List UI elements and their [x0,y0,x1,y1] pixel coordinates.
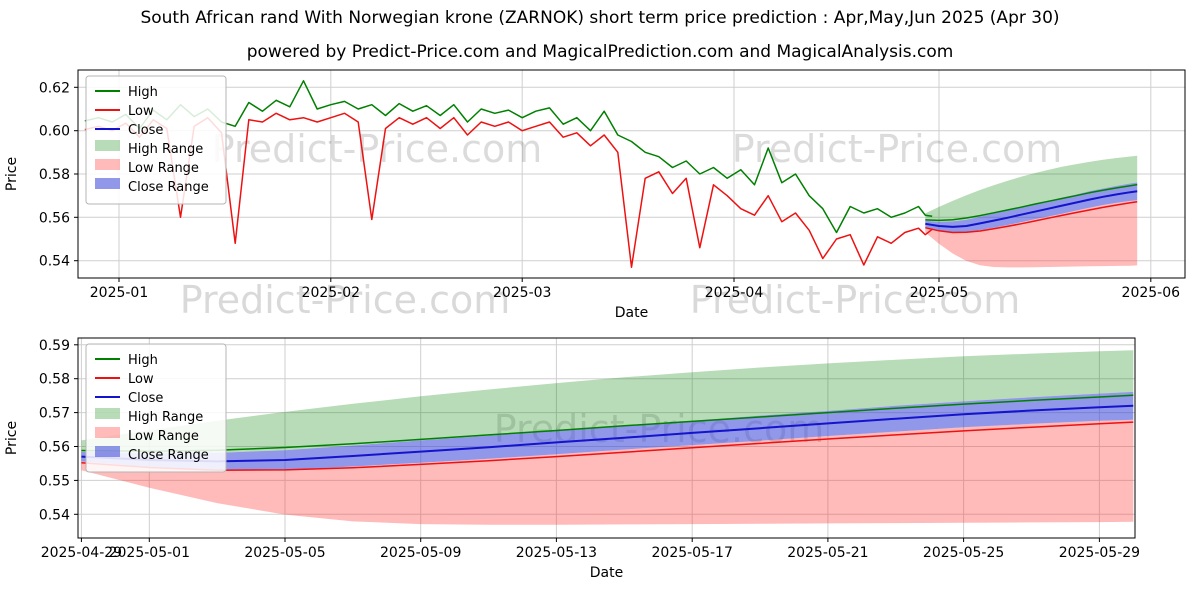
y-tick-label: 0.56 [39,440,70,456]
y-axis-label: Price [4,421,20,455]
chart-subtitle: powered by Predict-Price.com and Magical… [246,42,954,62]
legend-swatch-3 [95,140,120,151]
legend-label: Low [128,104,154,119]
y-tick-label: 0.55 [39,473,70,489]
low-range-band [925,200,1138,268]
low-range-band [81,419,1134,525]
x-tick-label: 2025-05 [910,285,969,301]
y-tick-label: 0.59 [39,338,70,354]
legend-label: High [128,353,158,368]
plot-border [77,337,1136,539]
high-forecast-line [81,394,1134,452]
y-tick-label: 0.54 [39,254,70,270]
x-tick-label: 2025-02 [302,285,361,301]
low-forecast-line [81,421,1134,471]
low-line [84,112,933,268]
price-history-chart: Predict-Price.com Predict-Price.com 0.54 0.… [4,69,1186,321]
close-range-band [925,182,1138,233]
high-range-band [81,350,1134,454]
y-tick-label: 0.58 [39,167,70,183]
forecast-chart: Predict-Price.com0.540.550.560.570.580.5… [4,337,1140,581]
legend-swatch-5 [95,446,120,457]
close-forecast-line [81,404,1134,463]
x-tick-label: 2025-05-13 [516,545,597,561]
high-line [84,80,933,234]
x-tick-label: 2025-05-29 [1059,545,1140,561]
x-axis-label: Date [590,565,623,581]
legend-swatch-5 [95,178,120,189]
y-axis-label: Price [4,157,20,191]
legend-label: High Range [128,410,203,425]
high-range-band [925,155,1138,222]
legend-label: High [128,85,158,100]
x-tick-label: 2025-05-01 [109,545,190,561]
legend-box [85,343,227,473]
y-tick-label: 0.57 [39,406,70,422]
close-forecast-line [925,190,1138,228]
legend: High Low Close High Range Low Range Close Ran… [85,343,227,473]
y-tick-label: 0.56 [39,210,70,226]
legend-swatch-4 [95,159,120,170]
chart-title: South African rand With Norwegian krone … [140,8,1060,28]
x-tick-label: 2025-04-29 [41,545,122,561]
y-tick-label: 0.58 [39,372,70,388]
legend-label: Close [128,391,163,406]
x-tick-label: 2025-05-25 [923,545,1004,561]
legend-label: Close Range [128,180,209,195]
high-forecast-line [925,183,1138,222]
x-tick-label: 2025-04 [705,285,764,301]
legend-box [85,75,227,205]
legend-swatch-3 [95,408,120,419]
x-tick-label: 2025-05-09 [380,545,461,561]
close-range-band [81,391,1134,470]
y-tick-label: 0.60 [39,124,70,140]
legend-label: Close Range [128,448,209,463]
legend: High Low Close High Range Low Range Close Ran… [85,75,227,205]
x-tick-label: 2025-05-21 [787,545,868,561]
legend-swatch-4 [95,427,120,438]
low-forecast-line [925,200,1138,234]
watermark-text: Predict-Price.com [732,127,1063,171]
x-tick-label: 2025-06 [1122,285,1181,301]
y-tick-label: 0.54 [39,507,70,523]
legend-label: High Range [128,142,203,157]
x-axis-label: Date [615,305,648,321]
watermark-text: Predict-Price.com [212,127,543,171]
y-tick-label: 0.62 [39,80,70,96]
x-tick-label: 2025-05-05 [244,545,325,561]
legend-label: Close [128,123,163,138]
legend-label: Low [128,372,154,387]
legend-label: Low Range [128,161,199,176]
x-tick-label: 2025-05-17 [652,545,733,561]
x-tick-label: 2025-03 [493,285,552,301]
legend-label: Low Range [128,429,199,444]
x-tick-label: 2025-01 [90,285,149,301]
